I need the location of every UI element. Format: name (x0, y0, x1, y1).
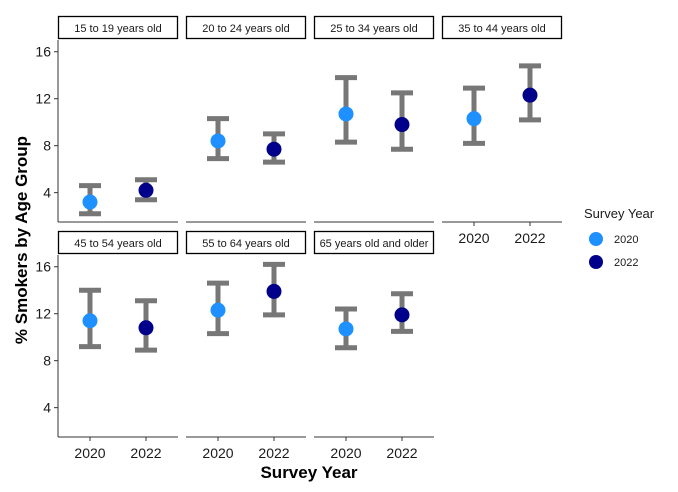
facet-strip-label: 20 to 24 years old (202, 23, 289, 35)
y-tick-label: 16 (35, 44, 51, 60)
facet-strip (313, 230, 435, 255)
facet-strip (313, 15, 435, 40)
data-point (394, 307, 410, 323)
y-tick-label: 12 (35, 91, 51, 107)
facets-layer: 15 to 19 years old 20 to 24 years old 25 t… (57, 15, 563, 461)
data-point (210, 133, 226, 149)
legend-label-2022: 2022 (614, 257, 638, 269)
facet-strip-label: 45 to 54 years old (74, 238, 161, 250)
legend-title: Survey Year (584, 206, 655, 221)
facet-panel: 65 years old and older 2020 2022 (313, 230, 435, 461)
x-tick-label: 2022 (258, 445, 289, 461)
legend-key-2020 (589, 232, 603, 246)
data-point (210, 302, 226, 318)
facet-strip (185, 230, 307, 255)
x-tick-label: 2020 (330, 445, 361, 461)
data-point (82, 313, 98, 329)
facet-strip (185, 15, 307, 40)
y-tick-label: 8 (43, 353, 51, 369)
legend-label-2020: 2020 (614, 234, 638, 246)
y-tick-label: 12 (35, 306, 51, 322)
legend: Survey Year 2020 2022 (584, 206, 655, 269)
facet-strip-label: 55 to 64 years old (202, 238, 289, 250)
facet-strip-label: 15 to 19 years old (74, 23, 161, 35)
facet-panel: 25 to 34 years old (313, 15, 435, 223)
y-tick-label: 4 (43, 400, 51, 416)
facet-strip-label: 65 years old and older (320, 238, 429, 250)
x-tick-label: 2020 (74, 445, 105, 461)
x-tick-label: 2022 (386, 445, 417, 461)
data-point (394, 117, 410, 133)
facet-panel: 55 to 64 years old 2020 2022 (185, 230, 307, 461)
facet-strip-label: 25 to 34 years old (330, 23, 417, 35)
data-point (138, 182, 154, 198)
y-tick-label: 8 (43, 138, 51, 154)
data-point (338, 106, 354, 122)
y-tick-label: 16 (35, 259, 51, 275)
facet-panel: 35 to 44 years old 2020 2022 (441, 15, 563, 246)
axes-layer: 4 8 12 16 4 8 12 16 (35, 40, 59, 437)
data-point (466, 111, 482, 127)
data-point (266, 141, 282, 157)
x-axis-title: Survey Year (260, 463, 357, 482)
x-tick-label: 2020 (458, 230, 489, 246)
facet-strip (441, 15, 563, 40)
facet-panel: 15 to 19 years old (57, 15, 179, 223)
facet-panel: 45 to 54 years old 2020 2022 (57, 230, 179, 461)
data-point (522, 87, 538, 103)
data-point (338, 321, 354, 337)
facet-strip-label: 35 to 44 years old (458, 23, 545, 35)
data-point (138, 320, 154, 336)
y-tick-label: 4 (43, 185, 51, 201)
x-tick-label: 2022 (130, 445, 161, 461)
data-point (266, 283, 282, 299)
data-point (82, 194, 98, 210)
facet-strip (57, 15, 179, 40)
legend-key-2022 (589, 255, 603, 269)
facet-panel: 20 to 24 years old (185, 15, 307, 223)
facet-strip (57, 230, 179, 255)
y-axis-title: % Smokers by Age Group (12, 136, 31, 344)
x-tick-label: 2022 (514, 230, 545, 246)
x-tick-label: 2020 (202, 445, 233, 461)
